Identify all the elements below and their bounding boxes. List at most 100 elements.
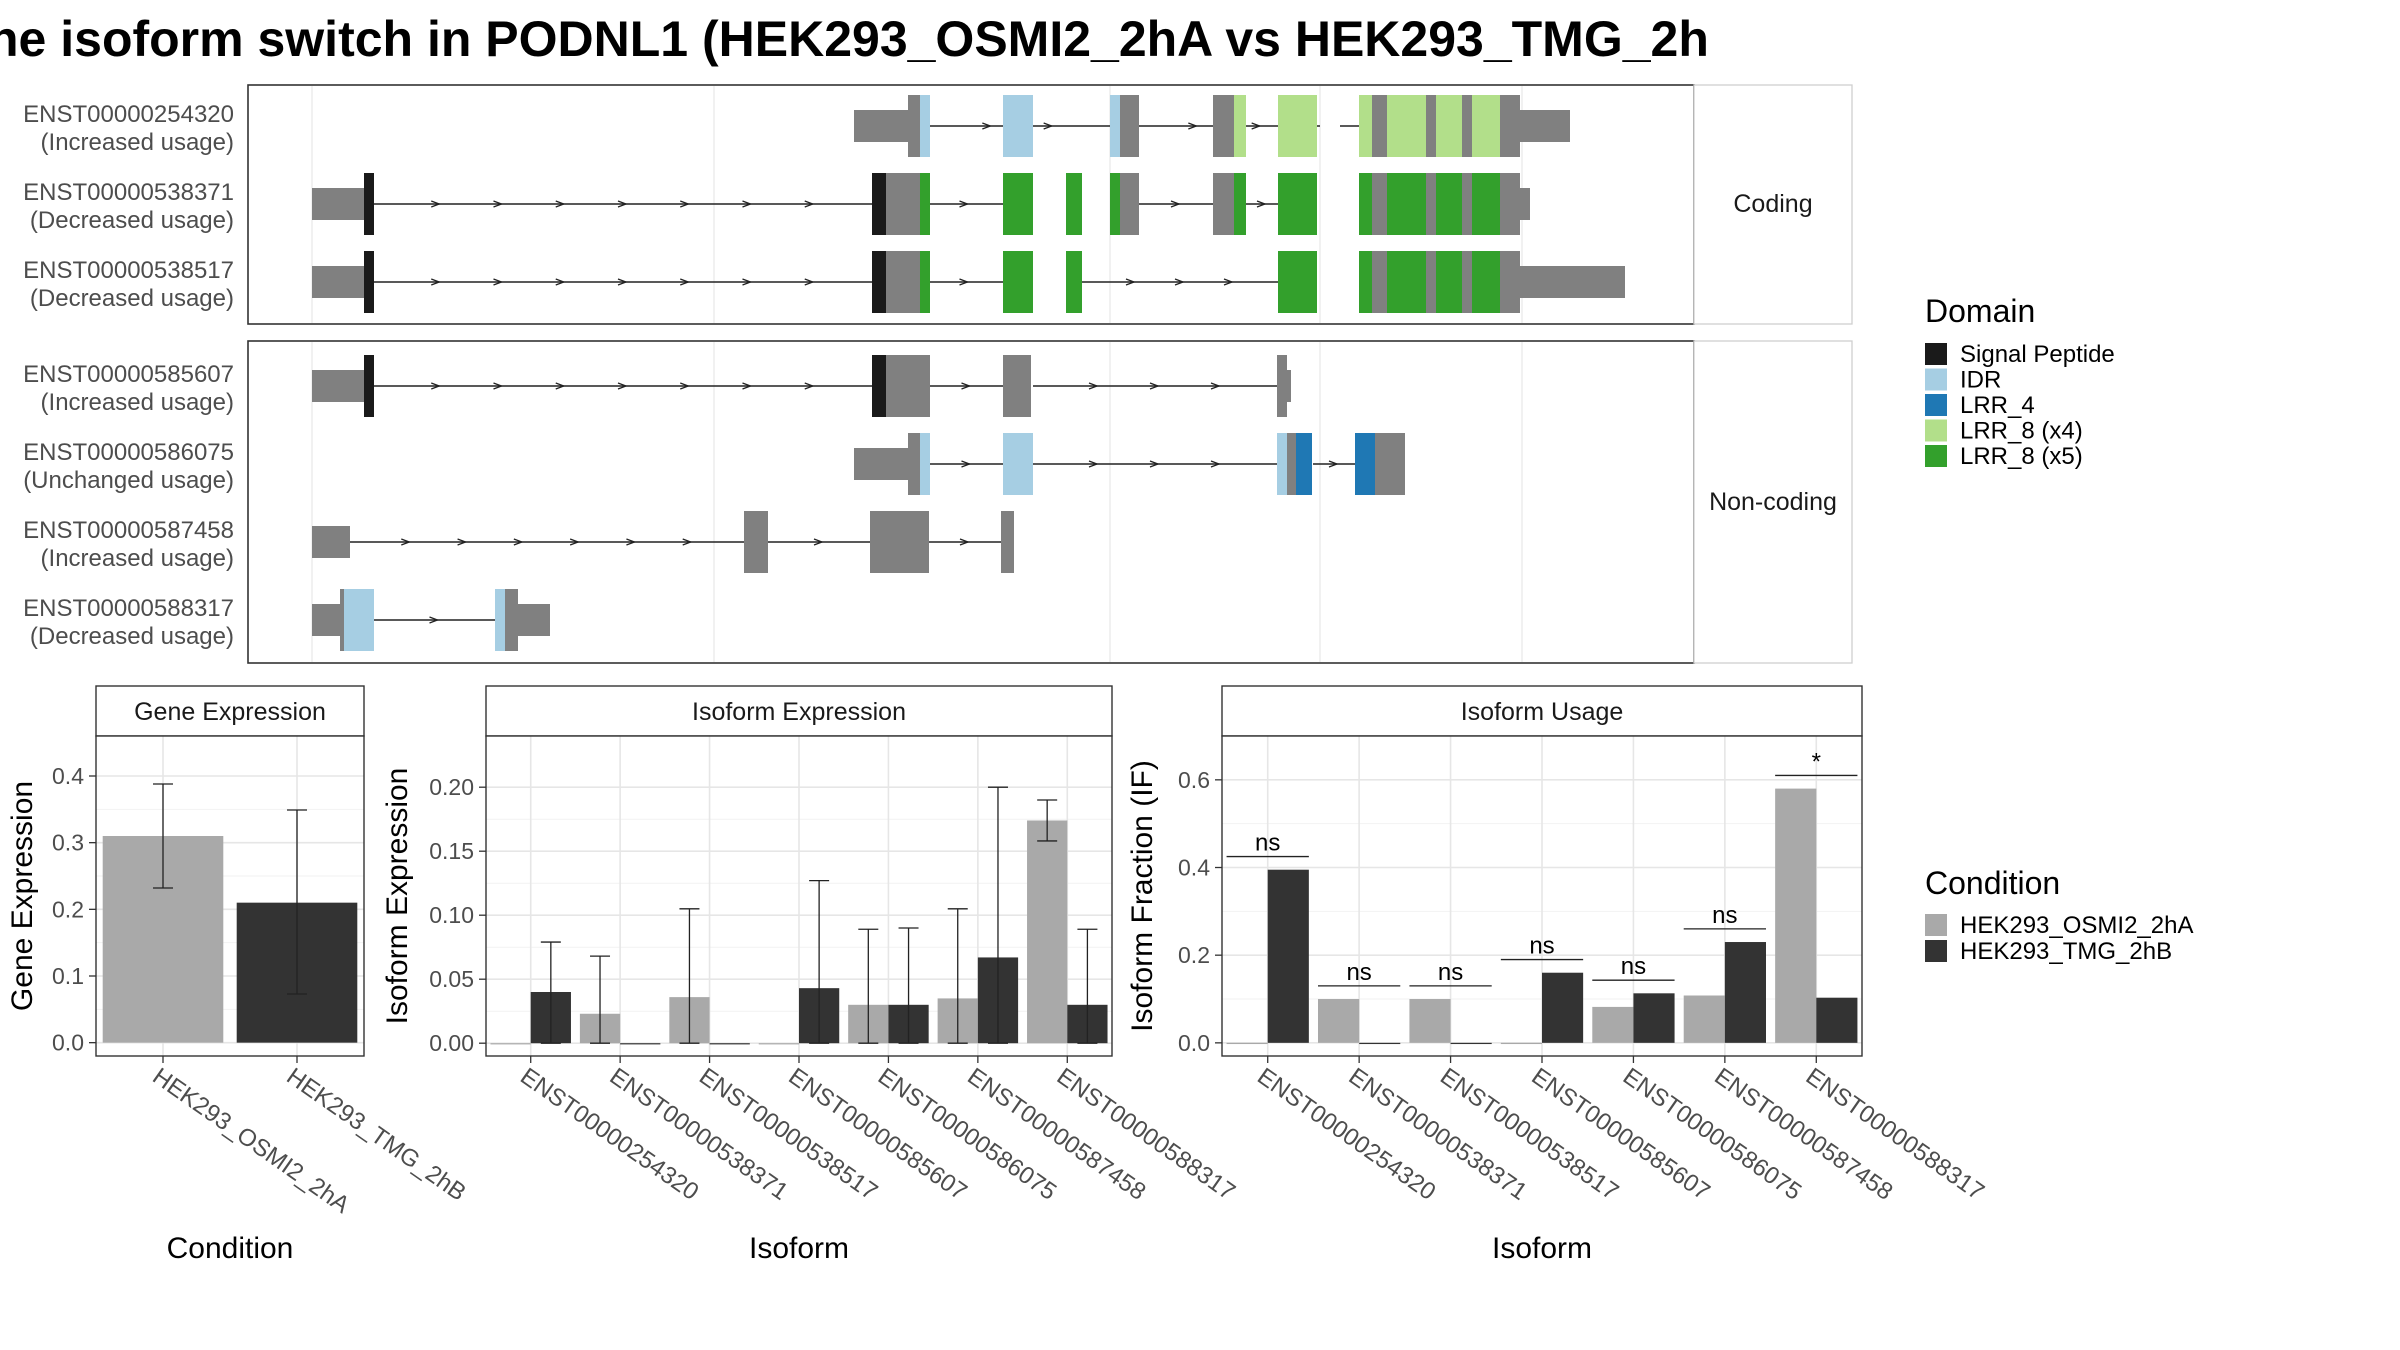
exon-segment xyxy=(1426,173,1436,235)
exon-segment xyxy=(1520,266,1625,298)
y-tick-label: 0.20 xyxy=(429,774,474,800)
intron-arrow xyxy=(961,460,972,468)
exon-segment xyxy=(1520,188,1530,220)
domain-legend-label: Signal Peptide xyxy=(1960,341,2115,368)
exon-segment xyxy=(920,251,930,313)
exon-segment xyxy=(1500,173,1520,235)
intron-arrow xyxy=(959,278,970,286)
intron-arrow xyxy=(682,538,693,546)
chart-strip-label: Isoform Expression xyxy=(692,698,906,726)
transcript-usage-label: (Decreased usage) xyxy=(30,207,234,234)
exon-segment xyxy=(1003,173,1033,235)
exon-segment xyxy=(920,173,930,235)
transcript-model-ENST00000585607 xyxy=(312,355,1291,417)
y-tick-label: 0.0 xyxy=(1178,1030,1210,1056)
exon-segment xyxy=(1359,173,1372,235)
exon-segment xyxy=(1003,433,1033,495)
domain-legend-swatch xyxy=(1925,394,1947,416)
transcript-usage-label: (Increased usage) xyxy=(41,545,234,572)
chart-strip xyxy=(95,685,365,737)
coding-strip xyxy=(1693,84,1853,325)
transcript-id-label: ENST00000586075 xyxy=(23,439,234,466)
exon-segment xyxy=(1003,355,1031,417)
transcript-usage-label: (Decreased usage) xyxy=(30,623,234,650)
exon-segment xyxy=(1436,95,1462,157)
figure-title: he isoform switch in PODNL1 (HEK293_OSMI… xyxy=(0,11,1709,67)
intron-arrow xyxy=(493,382,504,390)
domain-legend-label: LRR_8 (x4) xyxy=(1960,418,2083,445)
significance-label: ns xyxy=(1346,959,1371,986)
chart-strip-label: Gene Expression xyxy=(134,698,326,726)
transcript-models xyxy=(312,95,1625,651)
intron-arrow xyxy=(1149,382,1160,390)
bar xyxy=(1683,995,1725,1043)
significance-label: ns xyxy=(1255,830,1280,857)
bar xyxy=(1633,993,1675,1043)
exon-segment xyxy=(1066,251,1082,313)
exon-segment xyxy=(1472,95,1500,157)
intron-arrow xyxy=(961,382,972,390)
transcript-id-label: ENST00000538517 xyxy=(23,257,234,284)
intron-arrow xyxy=(959,538,970,546)
y-tick-label: 0.2 xyxy=(1178,942,1210,968)
transcript-model-ENST00000586075 xyxy=(854,433,1405,495)
y-tick-label: 0.6 xyxy=(1178,767,1210,793)
transcript-id-label: ENST00000585607 xyxy=(23,361,234,388)
intron-arrow xyxy=(1088,460,1099,468)
intron-arrow xyxy=(813,538,824,546)
exon-segment xyxy=(1387,95,1426,157)
exon-segment xyxy=(1110,173,1120,235)
bar xyxy=(1775,788,1817,1043)
exon-segment xyxy=(1387,251,1426,313)
intron-arrow xyxy=(742,382,753,390)
intron-arrow xyxy=(804,200,815,208)
transcript-usage-label: (Decreased usage) xyxy=(30,285,234,312)
chart-strip-label: Isoform Usage xyxy=(1461,698,1624,726)
chart-strip xyxy=(1221,685,1863,737)
bar xyxy=(1267,869,1309,1043)
condition-legend-swatch xyxy=(1925,940,1947,962)
exon-segment xyxy=(872,251,886,313)
noncoding-strip xyxy=(1693,340,1853,664)
noncoding-panel-frame xyxy=(247,340,1695,664)
exon-segment xyxy=(1234,173,1246,235)
intron-arrow xyxy=(493,200,504,208)
exon-segment xyxy=(854,110,908,142)
exon-segment xyxy=(1387,173,1426,235)
isoform-expression-chart: Isoform Expression0.000.050.100.150.20EN… xyxy=(381,685,1240,1265)
exon-segment xyxy=(312,370,364,402)
intron-arrow xyxy=(617,278,628,286)
exon-segment xyxy=(340,589,344,651)
intron-arrow xyxy=(1210,382,1221,390)
exon-segment xyxy=(1003,251,1033,313)
transcript-usage-label: (Increased usage) xyxy=(41,389,234,416)
y-tick-label: 0.05 xyxy=(429,966,474,992)
transcript-id-label: ENST00000588317 xyxy=(23,595,234,622)
exon-segment xyxy=(1462,251,1472,313)
domain-legend-swatch xyxy=(1925,419,1947,442)
intron-arrow xyxy=(431,382,442,390)
y-tick-label: 0.10 xyxy=(429,902,474,928)
intron-arrow xyxy=(1251,122,1262,130)
exon-segment xyxy=(1359,251,1372,313)
domain-legend-label: LRR_4 xyxy=(1960,392,2035,419)
transcript-model-ENST00000588317 xyxy=(312,589,550,651)
bar xyxy=(709,1043,750,1045)
x-axis-title: Isoform xyxy=(1492,1232,1592,1265)
exon-segment xyxy=(1359,95,1372,157)
y-tick-label: 0.4 xyxy=(1178,855,1210,881)
exon-segment xyxy=(1066,173,1082,235)
transcript-id-label: ENST00000587458 xyxy=(23,517,234,544)
intron-arrow xyxy=(680,382,691,390)
transcript-id-label: ENST00000254320 xyxy=(23,101,234,128)
transcript-structure-panel: ENST00000254320(Increased usage)ENST0000… xyxy=(23,84,1853,664)
exon-segment xyxy=(920,433,930,495)
exon-segment xyxy=(1001,511,1014,573)
intron-arrow xyxy=(1223,278,1234,286)
transcript-model-ENST00000538517 xyxy=(312,251,1625,313)
exon-segment xyxy=(1278,251,1317,313)
chart-strip xyxy=(485,685,1113,737)
intron-arrow xyxy=(617,382,628,390)
intron-arrow xyxy=(401,538,412,546)
